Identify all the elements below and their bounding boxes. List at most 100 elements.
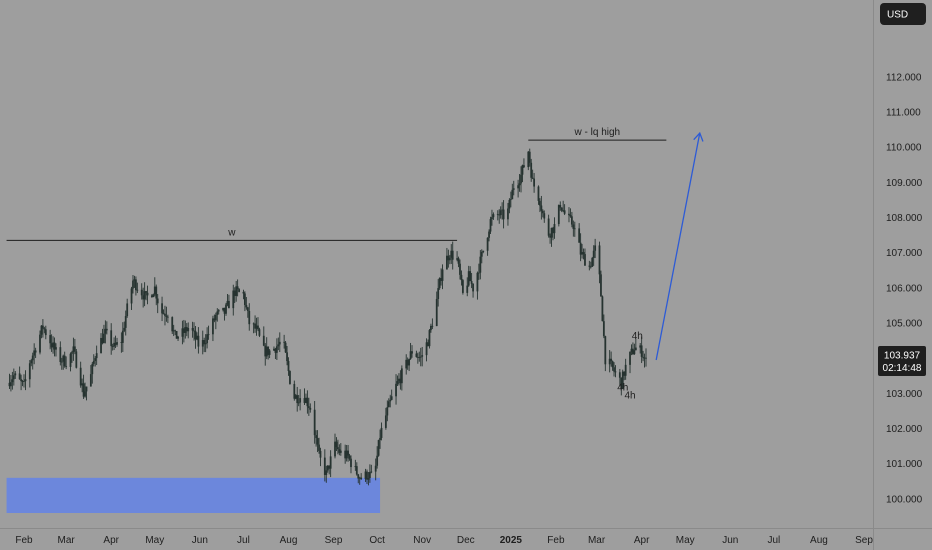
candle[interactable]	[113, 337, 116, 351]
candle[interactable]	[438, 277, 441, 290]
candle[interactable]	[447, 249, 450, 268]
candle[interactable]	[482, 250, 485, 254]
candle[interactable]	[135, 276, 137, 296]
candle[interactable]	[213, 314, 216, 323]
candle[interactable]	[277, 337, 280, 351]
candle[interactable]	[386, 400, 389, 422]
candle[interactable]	[216, 308, 219, 322]
candle[interactable]	[194, 326, 197, 349]
candle[interactable]	[8, 373, 11, 390]
candle[interactable]	[306, 390, 309, 414]
candle[interactable]	[242, 289, 245, 300]
projection-arrow[interactable]	[655, 131, 704, 361]
candle[interactable]	[543, 210, 546, 223]
candle[interactable]	[14, 371, 17, 379]
candle[interactable]	[613, 362, 615, 377]
candle[interactable]	[233, 287, 236, 303]
candle[interactable]	[181, 320, 184, 345]
candle[interactable]	[540, 195, 543, 220]
candle[interactable]	[520, 166, 522, 193]
candle[interactable]	[477, 263, 480, 280]
candle[interactable]	[390, 389, 393, 401]
candle[interactable]	[293, 380, 296, 401]
candle[interactable]	[62, 354, 65, 370]
candle[interactable]	[236, 279, 239, 297]
candle[interactable]	[246, 306, 249, 318]
candle[interactable]	[573, 221, 576, 237]
candle[interactable]	[294, 393, 297, 400]
candle[interactable]	[104, 320, 107, 344]
candle[interactable]	[264, 343, 267, 366]
candle[interactable]	[132, 275, 134, 294]
candle[interactable]	[335, 437, 338, 451]
candle[interactable]	[226, 294, 229, 307]
candle[interactable]	[116, 337, 118, 347]
candle[interactable]	[43, 326, 46, 334]
candle[interactable]	[238, 288, 240, 293]
candle[interactable]	[409, 342, 412, 360]
candle[interactable]	[92, 354, 95, 367]
candle[interactable]	[461, 279, 464, 295]
candle[interactable]	[415, 350, 418, 358]
candle[interactable]	[155, 284, 158, 306]
candle[interactable]	[120, 332, 123, 353]
candle[interactable]	[489, 216, 492, 234]
candle[interactable]	[376, 446, 379, 469]
candle[interactable]	[307, 397, 310, 416]
candle[interactable]	[387, 398, 390, 408]
candle[interactable]	[610, 351, 613, 367]
candle[interactable]	[620, 377, 623, 396]
candle[interactable]	[243, 291, 246, 312]
candle[interactable]	[457, 256, 460, 268]
candle[interactable]	[84, 382, 86, 398]
candle[interactable]	[446, 247, 448, 270]
candle[interactable]	[175, 330, 178, 339]
candle[interactable]	[284, 340, 287, 354]
candle[interactable]	[165, 306, 168, 322]
candle[interactable]	[267, 346, 270, 360]
candle[interactable]	[337, 439, 339, 455]
candle[interactable]	[52, 336, 54, 354]
candle[interactable]	[71, 350, 73, 363]
candle[interactable]	[408, 358, 411, 372]
candle[interactable]	[328, 465, 331, 475]
candle[interactable]	[299, 389, 302, 411]
candle[interactable]	[539, 198, 541, 213]
candle[interactable]	[533, 172, 536, 193]
candle[interactable]	[491, 209, 493, 226]
candle[interactable]	[182, 319, 185, 343]
candle[interactable]	[296, 386, 299, 412]
candle[interactable]	[55, 343, 57, 357]
candle[interactable]	[608, 350, 611, 373]
candle[interactable]	[411, 345, 413, 358]
candle[interactable]	[101, 328, 104, 345]
candle[interactable]	[630, 344, 633, 356]
candle[interactable]	[91, 361, 94, 384]
candle[interactable]	[252, 322, 255, 334]
candle[interactable]	[105, 321, 108, 335]
candle[interactable]	[121, 322, 124, 352]
candle[interactable]	[225, 302, 227, 316]
candle[interactable]	[384, 407, 387, 430]
candle[interactable]	[523, 158, 525, 168]
candle[interactable]	[65, 356, 68, 370]
candle[interactable]	[316, 430, 319, 453]
candle[interactable]	[274, 347, 277, 360]
candle[interactable]	[21, 379, 24, 387]
candle[interactable]	[623, 371, 626, 381]
candle[interactable]	[629, 351, 631, 374]
candle[interactable]	[156, 294, 159, 314]
candle[interactable]	[94, 356, 97, 367]
candle[interactable]	[323, 449, 326, 482]
candle[interactable]	[582, 248, 585, 260]
candle[interactable]	[527, 150, 530, 171]
candle[interactable]	[60, 357, 63, 370]
candle[interactable]	[476, 271, 479, 300]
candle[interactable]	[501, 202, 504, 220]
candle[interactable]	[456, 251, 458, 262]
candle[interactable]	[399, 370, 402, 390]
candle[interactable]	[437, 279, 440, 307]
candle[interactable]	[217, 309, 220, 315]
candle[interactable]	[40, 325, 43, 339]
candle[interactable]	[89, 365, 92, 387]
